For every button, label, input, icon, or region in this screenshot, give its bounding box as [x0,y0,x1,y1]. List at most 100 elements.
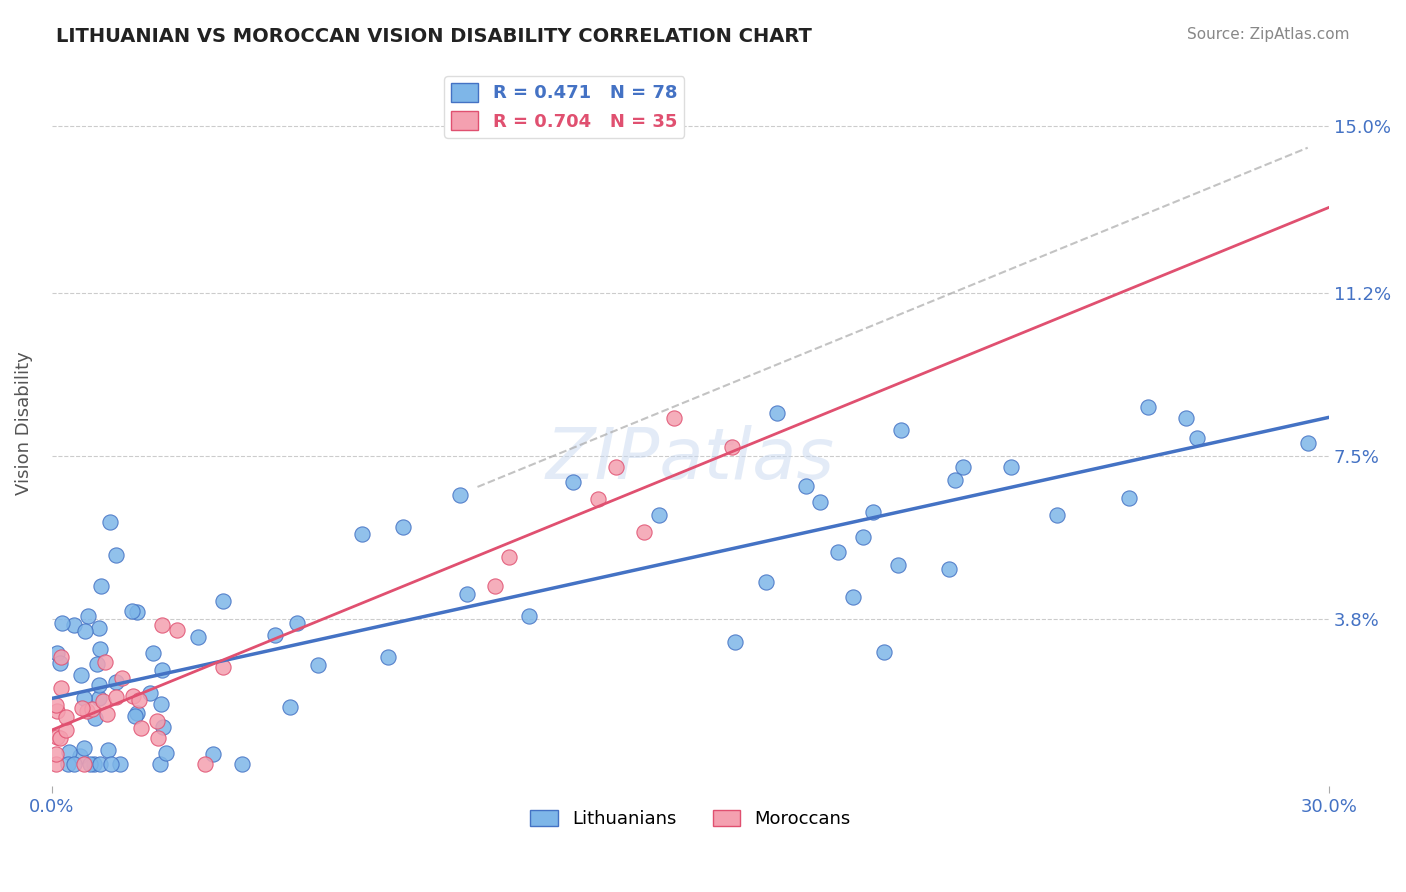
Point [93,655,115,669]
Point [456,587,478,601]
Point [49,681,72,695]
Point [287,616,309,631]
Point [212,594,235,608]
Point [62,618,84,632]
Point [150,617,173,632]
Point [124,709,146,723]
Point [166,623,188,637]
Point [76,704,98,718]
Point [146,714,169,729]
Legend: Lithuanians, Moroccans: Lithuanians, Moroccans [523,803,858,836]
Text: LITHUANIAN VS MOROCCAN VISION DISABILITY CORRELATION CHART: LITHUANIAN VS MOROCCAN VISION DISABILITY… [56,27,813,45]
Point [87,621,110,635]
Point [889,423,911,437]
Point [139,686,162,700]
Point [201,747,224,762]
Point [73,624,96,639]
Point [46,646,69,660]
Point [352,527,374,541]
Point [648,508,671,523]
Point [51,650,73,665]
Point [231,757,253,772]
Point [96,707,118,722]
Point [152,720,174,734]
Point [517,609,540,624]
Point [484,579,506,593]
Text: ZIPatlas: ZIPatlas [546,425,835,494]
Point [377,650,399,665]
Point [148,731,170,745]
Point [633,524,655,539]
Point [105,548,128,562]
Point [49,731,72,745]
Point [212,660,235,674]
Point [62,757,84,772]
Point [70,668,93,682]
Point [105,674,128,689]
Point [562,475,585,489]
Point [142,646,165,660]
Point [1174,410,1197,425]
Y-axis label: Vision Disability: Vision Disability [15,351,32,495]
Point [278,700,301,714]
Point [149,698,172,712]
Point [73,741,96,756]
Point [827,545,849,559]
Point [724,635,747,649]
Point [46,730,69,744]
Point [49,656,72,670]
Point [1296,436,1319,450]
Point [498,549,520,564]
Point [84,711,107,725]
Point [605,460,627,475]
Point [121,604,143,618]
Point [127,605,149,619]
Point [794,479,817,493]
Point [952,459,974,474]
Point [391,520,413,534]
Point [155,746,177,760]
Point [80,702,103,716]
Point [69,748,91,763]
Point [721,440,744,454]
Point [86,657,108,671]
Point [1118,491,1140,506]
Point [45,747,67,761]
Point [842,591,865,605]
Point [45,757,67,772]
Point [72,690,94,705]
Point [87,677,110,691]
Point [150,663,173,677]
Point [70,701,93,715]
Point [1136,401,1159,415]
Point [887,558,910,572]
Point [79,757,101,772]
Point [45,698,67,713]
Point [129,721,152,735]
Point [55,723,77,737]
Point [1000,459,1022,474]
Point [187,630,209,644]
Point [755,574,778,589]
Point [128,692,150,706]
Point [83,757,105,772]
Point [55,710,77,724]
Point [46,704,69,718]
Point [90,579,112,593]
Point [765,406,787,420]
Point [51,615,73,630]
Point [58,745,80,759]
Point [1046,508,1069,522]
Point [111,671,134,685]
Point [264,628,287,642]
Point [89,757,111,772]
Point [91,694,114,708]
Point [938,562,960,576]
Point [662,411,685,425]
Point [98,516,121,530]
Point [121,690,143,704]
Point [56,757,79,772]
Point [73,757,96,772]
Point [588,491,610,506]
Point [852,530,875,544]
